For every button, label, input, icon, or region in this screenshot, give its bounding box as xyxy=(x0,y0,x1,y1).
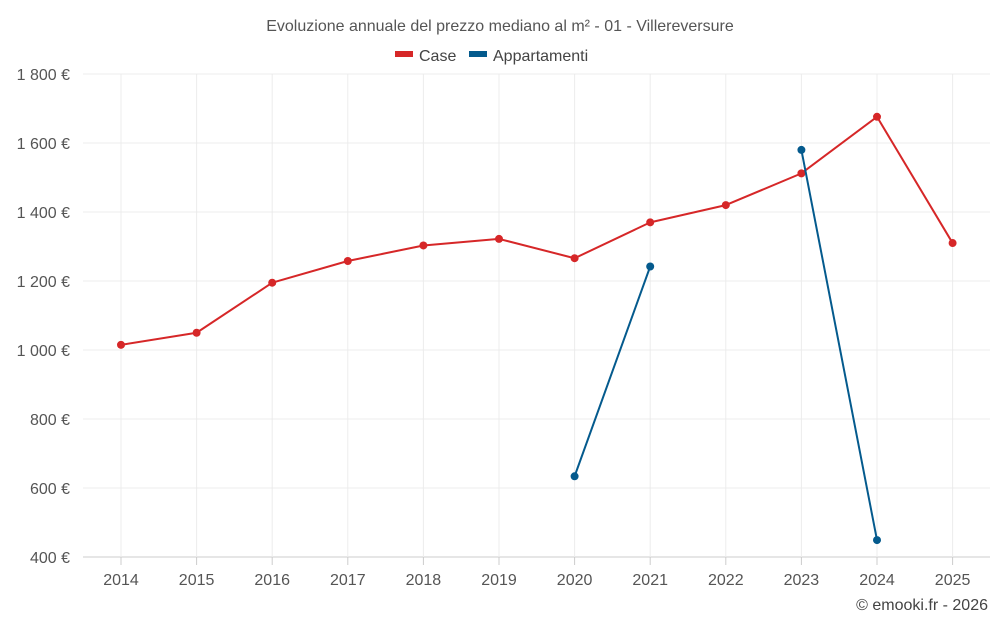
legend-item-case[interactable]: Case xyxy=(395,48,456,65)
series-line-case xyxy=(120,115,954,346)
data-point-appartamenti[interactable] xyxy=(797,145,806,154)
y-tick-label: 1 200 € xyxy=(17,274,70,291)
data-point-case[interactable] xyxy=(948,239,957,248)
y-tick-label: 1 600 € xyxy=(17,136,70,153)
x-tick-label: 2016 xyxy=(254,572,290,589)
chart-title: Evoluzione annuale del prezzo mediano al… xyxy=(266,18,734,35)
data-point-case[interactable] xyxy=(192,328,201,337)
legend: Case Appartamenti xyxy=(395,48,588,65)
y-tick-label: 1 400 € xyxy=(17,205,70,222)
legend-label-case: Case xyxy=(419,48,456,65)
x-tick-label: 2015 xyxy=(179,572,215,589)
x-tick-label: 2022 xyxy=(708,572,744,589)
y-tick-label: 400 € xyxy=(30,550,70,567)
data-point-case[interactable] xyxy=(873,112,881,121)
data-point-appartamenti[interactable] xyxy=(873,536,881,545)
series-layer xyxy=(117,112,957,545)
x-tick-label: 2019 xyxy=(481,572,517,589)
series-appartamenti xyxy=(570,145,881,545)
legend-swatch-case xyxy=(395,51,413,57)
data-point-case[interactable] xyxy=(343,256,352,265)
data-point-appartamenti[interactable] xyxy=(570,472,579,481)
series-line-appartamenti xyxy=(800,148,878,542)
data-point-case[interactable] xyxy=(495,234,503,243)
credit-text: © emooki.fr - 2026 xyxy=(856,597,988,614)
data-point-case[interactable] xyxy=(268,278,277,287)
grid xyxy=(83,73,990,565)
y-tick-label: 1 000 € xyxy=(17,343,70,360)
x-axis: 2014 2015 2016 2017 2018 2019 2020 2021 2022 2023… xyxy=(103,572,970,589)
y-tick-label: 800 € xyxy=(30,412,70,429)
y-tick-label: 1 800 € xyxy=(17,67,70,84)
data-point-appartamenti[interactable] xyxy=(646,262,655,271)
legend-item-appartamenti[interactable]: Appartamenti xyxy=(469,48,588,65)
data-point-case[interactable] xyxy=(419,241,428,250)
x-tick-label: 2024 xyxy=(859,572,895,589)
y-tick-label: 600 € xyxy=(30,481,70,498)
x-tick-label: 2014 xyxy=(103,572,139,589)
legend-swatch-appartamenti xyxy=(469,51,487,57)
x-tick-label: 2025 xyxy=(935,572,971,589)
data-point-case[interactable] xyxy=(797,169,806,178)
data-point-case[interactable] xyxy=(570,254,579,263)
x-tick-label: 2021 xyxy=(632,572,668,589)
series-line-appartamenti xyxy=(573,265,652,478)
x-tick-label: 2020 xyxy=(557,572,593,589)
data-point-case[interactable] xyxy=(646,218,655,227)
legend-label-appartamenti: Appartamenti xyxy=(493,48,588,65)
series-case xyxy=(117,112,957,349)
data-point-case[interactable] xyxy=(117,340,125,349)
x-tick-label: 2017 xyxy=(330,572,366,589)
y-axis: 400 € 600 € 800 € 1 000 € 1 200 € 1 400 € 1 60… xyxy=(17,67,70,567)
x-tick-label: 2018 xyxy=(406,572,442,589)
x-tick-label: 2023 xyxy=(784,572,820,589)
data-point-case[interactable] xyxy=(721,201,730,210)
